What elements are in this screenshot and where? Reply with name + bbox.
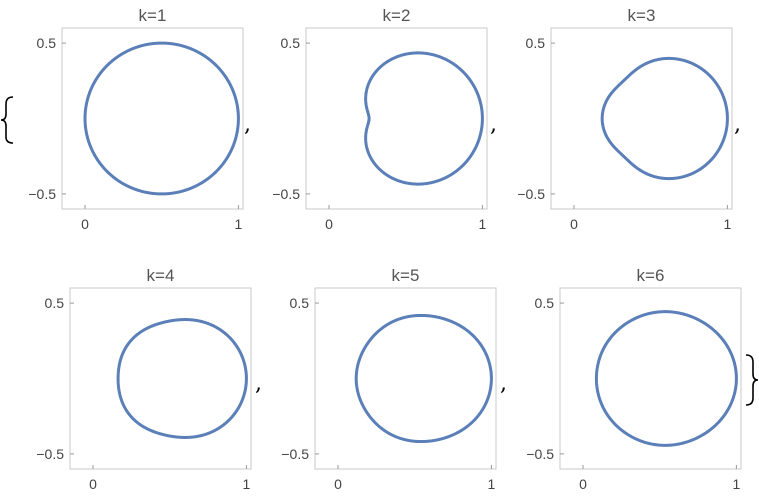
- y-tick-label: −0.5: [517, 186, 545, 202]
- list-separator: ,: [490, 112, 497, 137]
- close-brace: [745, 354, 759, 406]
- plot-panel-6: k=6 0 1 0.5 −0.5: [526, 266, 742, 492]
- list-separator: ,: [244, 112, 251, 137]
- curve-series: [594, 310, 738, 447]
- y-tick-label: −0.5: [526, 446, 554, 462]
- x-tick-label: 1: [478, 216, 486, 232]
- curve-series: [83, 41, 240, 196]
- x-tick-label: 1: [234, 216, 242, 232]
- y-tick-label: 0.5: [290, 295, 310, 311]
- curve-series: [354, 313, 493, 444]
- plot-panel-1: k=1 0 1 0.5 −0.5: [28, 6, 244, 232]
- y-tick-label: −0.5: [281, 446, 309, 462]
- y-tick-label: 0.5: [37, 35, 57, 51]
- y-tick-label: 0.5: [45, 295, 65, 311]
- plot-title: k=2: [383, 6, 411, 25]
- y-tick-label: −0.5: [36, 446, 64, 462]
- open-brace: [0, 96, 14, 144]
- plot-frame: [69, 287, 252, 470]
- plot-title: k=1: [139, 6, 167, 25]
- list-separator: ,: [255, 371, 262, 396]
- y-tick-label: 0.5: [281, 35, 301, 51]
- plot-frame: [61, 27, 244, 210]
- x-tick-label: 1: [732, 476, 740, 492]
- y-tick-label: 0.5: [535, 295, 555, 311]
- list-separator: ,: [734, 112, 741, 137]
- plot-title: k=3: [628, 6, 656, 25]
- x-tick-label: 0: [570, 216, 578, 232]
- x-tick-label: 0: [325, 216, 333, 232]
- plot-frame: [550, 27, 733, 210]
- plot-title: k=4: [147, 266, 175, 285]
- x-tick-label: 1: [242, 476, 250, 492]
- list-separator: ,: [500, 371, 507, 396]
- curve-series: [116, 318, 248, 439]
- plot-title: k=5: [392, 266, 420, 285]
- curve-series: [364, 51, 484, 186]
- plot-frame: [305, 27, 488, 210]
- x-tick-label: 0: [89, 476, 97, 492]
- y-tick-label: −0.5: [272, 186, 300, 202]
- x-tick-label: 0: [81, 216, 89, 232]
- x-tick-label: 0: [334, 476, 342, 492]
- x-tick-label: 0: [579, 476, 587, 492]
- plot-panel-5: k=5 0 1 0.5 −0.5: [281, 266, 497, 492]
- plot-title: k=6: [637, 266, 665, 285]
- plot-panel-3: k=3 0 1 0.5 −0.5: [517, 6, 733, 232]
- y-tick-label: −0.5: [28, 186, 56, 202]
- x-tick-label: 1: [723, 216, 731, 232]
- curve-series: [600, 56, 729, 181]
- plot-panel-4: k=4 0 1 0.5 −0.5: [36, 266, 252, 492]
- plot-panel-2: k=2 0 1 0.5 −0.5: [272, 6, 488, 232]
- x-tick-label: 1: [487, 476, 495, 492]
- plot-frame: [559, 287, 742, 470]
- y-tick-label: 0.5: [526, 35, 546, 51]
- plot-frame: [314, 287, 497, 470]
